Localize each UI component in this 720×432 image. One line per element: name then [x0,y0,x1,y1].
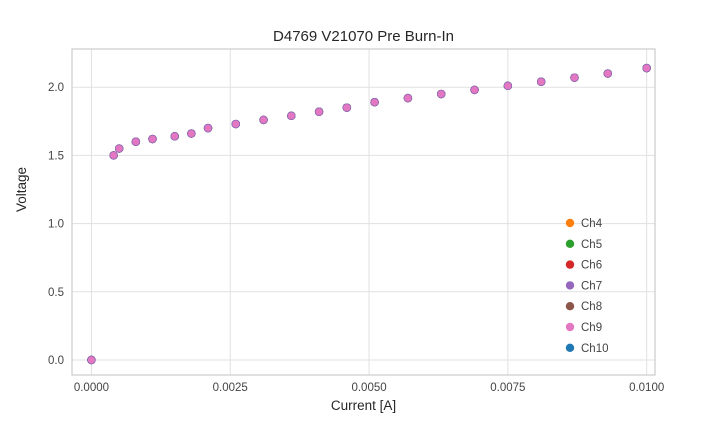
legend-swatch [565,302,575,311]
data-point [287,112,295,120]
x-tick-label: 0.0075 [490,382,525,394]
legend-item: Ch4 [565,218,603,230]
data-point [232,120,240,128]
data-point [404,94,412,102]
legend-item: Ch10 [565,343,609,355]
legend-label: Ch5 [581,239,602,251]
legend-label: Ch10 [581,343,609,355]
y-tick-label: 0.5 [48,287,64,299]
y-tick-label: 1.0 [48,219,64,231]
legend-label: Ch7 [581,280,602,292]
x-tick-label: 0.0000 [74,382,109,394]
data-point [110,151,118,159]
data-point [537,78,545,86]
legend-swatch [565,260,575,269]
data-point [87,356,95,364]
data-point [643,64,651,72]
data-point [149,135,157,143]
legend-swatch [565,218,575,228]
legend-swatch [565,322,575,332]
data-point [604,70,612,78]
chart-title: D4769 V21070 Pre Burn-In [273,28,454,45]
legend-label: Ch6 [581,260,602,272]
data-point [371,98,379,106]
legend-swatch [565,343,575,352]
legend-label: Ch9 [581,322,602,334]
legend-label: Ch8 [581,301,602,313]
x-tick-label: 0.0050 [351,382,386,394]
plot-border [71,48,656,376]
data-point [504,82,512,90]
data-point [132,138,140,146]
legend: Ch4 Ch5 Ch6 Ch7 Ch8 Ch9 Ch10 [565,218,609,355]
legend-item: Ch6 [565,260,602,272]
x-axis-label: Current [A] [330,398,397,413]
legend-swatch [565,281,575,290]
data-point [471,86,479,94]
y-tick-label: 1.5 [48,150,64,162]
legend-swatch [565,239,575,248]
data-point [171,132,179,140]
legend-label: Ch4 [581,218,603,230]
legend-item: Ch8 [565,301,602,313]
legend-item: Ch9 [565,322,602,334]
x-tick-label: 0.0025 [213,382,248,394]
data-point [187,130,195,138]
data-point [570,74,578,82]
data-point [343,104,351,112]
data-point [437,90,445,98]
y-tick-label: 0.0 [48,355,64,367]
data-point [204,124,212,132]
series-ch9 [87,64,651,364]
x-tick-label: 0.0100 [629,382,664,394]
data-point [260,116,268,124]
legend-item: Ch7 [565,280,602,292]
data-point [315,108,323,116]
data-point [115,145,123,153]
y-tick-label: 2.0 [48,82,64,94]
legend-item: Ch5 [565,239,602,251]
